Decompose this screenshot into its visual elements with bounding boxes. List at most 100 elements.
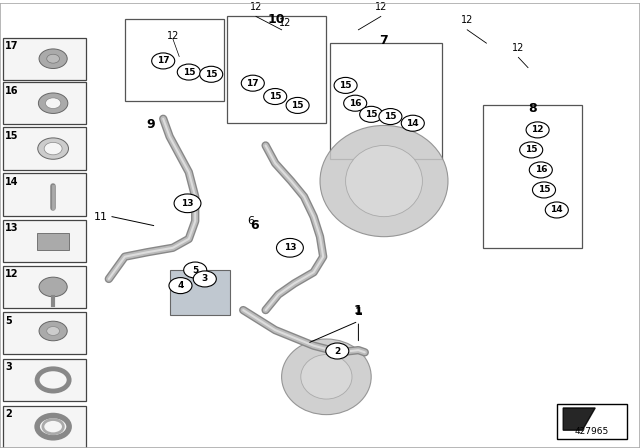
Text: 15: 15 (339, 81, 352, 90)
Text: 11: 11 (93, 211, 108, 222)
Text: 12: 12 (278, 18, 291, 28)
Circle shape (39, 277, 67, 297)
FancyBboxPatch shape (3, 82, 86, 125)
Text: 16: 16 (534, 165, 547, 174)
Text: 1: 1 (355, 307, 362, 317)
Text: 15: 15 (205, 70, 218, 79)
Circle shape (520, 142, 543, 158)
FancyBboxPatch shape (330, 43, 442, 159)
Text: 12: 12 (531, 125, 544, 134)
FancyBboxPatch shape (3, 312, 86, 354)
Circle shape (177, 64, 200, 80)
Text: 13: 13 (181, 199, 194, 208)
Text: 10: 10 (268, 13, 285, 26)
Circle shape (45, 98, 61, 108)
Circle shape (39, 321, 67, 341)
Text: 15: 15 (269, 92, 282, 101)
Circle shape (529, 162, 552, 178)
FancyBboxPatch shape (3, 173, 86, 215)
Text: 15: 15 (525, 146, 538, 155)
Text: 5: 5 (5, 315, 12, 326)
Text: 15: 15 (538, 185, 550, 194)
Text: 14: 14 (5, 177, 19, 187)
Text: 2: 2 (334, 346, 340, 356)
Circle shape (174, 194, 201, 213)
Circle shape (360, 106, 383, 122)
Circle shape (264, 89, 287, 104)
Circle shape (47, 327, 60, 336)
FancyBboxPatch shape (93, 3, 640, 448)
Circle shape (184, 262, 207, 278)
Text: 12: 12 (166, 31, 179, 42)
Circle shape (152, 53, 175, 69)
Circle shape (286, 97, 309, 113)
FancyBboxPatch shape (125, 19, 224, 101)
Text: 427965: 427965 (575, 426, 609, 435)
Circle shape (169, 278, 192, 293)
Circle shape (193, 271, 216, 287)
Text: 15: 15 (5, 131, 19, 141)
FancyBboxPatch shape (227, 17, 326, 123)
FancyBboxPatch shape (37, 233, 69, 250)
FancyBboxPatch shape (3, 266, 86, 308)
Text: 12: 12 (374, 2, 387, 12)
Text: 14: 14 (406, 119, 419, 128)
Circle shape (38, 138, 68, 159)
FancyBboxPatch shape (3, 127, 86, 170)
Circle shape (200, 66, 223, 82)
Text: 15: 15 (291, 101, 304, 110)
Text: 9: 9 (146, 118, 155, 131)
Circle shape (39, 49, 67, 69)
Text: 8: 8 (528, 102, 537, 115)
Text: 12: 12 (5, 269, 19, 279)
Text: 6: 6 (248, 216, 255, 226)
Circle shape (379, 108, 402, 125)
Text: 12: 12 (461, 15, 474, 26)
Text: 2: 2 (5, 409, 12, 419)
FancyBboxPatch shape (3, 38, 86, 80)
Circle shape (241, 75, 264, 91)
Text: 17: 17 (246, 79, 259, 88)
Circle shape (401, 115, 424, 131)
Text: 12: 12 (250, 2, 262, 12)
Text: 17: 17 (5, 41, 19, 51)
FancyBboxPatch shape (3, 359, 86, 401)
Text: 5: 5 (192, 266, 198, 275)
Ellipse shape (346, 146, 422, 217)
Ellipse shape (320, 125, 448, 237)
Circle shape (532, 182, 556, 198)
Text: 16: 16 (349, 99, 362, 108)
Text: 4: 4 (177, 281, 184, 290)
Circle shape (526, 122, 549, 138)
Text: 13: 13 (284, 243, 296, 252)
Text: 7: 7 (380, 34, 388, 47)
Circle shape (38, 93, 68, 113)
Circle shape (334, 78, 357, 94)
Text: 17: 17 (157, 56, 170, 65)
Text: 15: 15 (384, 112, 397, 121)
FancyBboxPatch shape (3, 405, 86, 448)
Circle shape (326, 343, 349, 359)
Text: 14: 14 (550, 206, 563, 215)
Circle shape (276, 238, 303, 257)
Ellipse shape (301, 354, 352, 399)
Circle shape (545, 202, 568, 218)
Text: 3: 3 (202, 275, 208, 284)
FancyBboxPatch shape (170, 270, 230, 314)
Text: 1: 1 (354, 304, 363, 317)
Ellipse shape (282, 339, 371, 415)
Circle shape (344, 95, 367, 111)
Text: 3: 3 (5, 362, 12, 372)
Polygon shape (563, 408, 595, 430)
Text: 15: 15 (182, 68, 195, 77)
Text: 6: 6 (250, 219, 259, 232)
Circle shape (44, 142, 62, 155)
FancyBboxPatch shape (557, 404, 627, 439)
Text: 13: 13 (5, 223, 19, 233)
Text: 15: 15 (365, 110, 378, 119)
FancyBboxPatch shape (3, 220, 86, 262)
Text: 16: 16 (5, 86, 19, 95)
Text: 12: 12 (512, 43, 525, 53)
FancyBboxPatch shape (483, 105, 582, 248)
Circle shape (47, 54, 60, 63)
